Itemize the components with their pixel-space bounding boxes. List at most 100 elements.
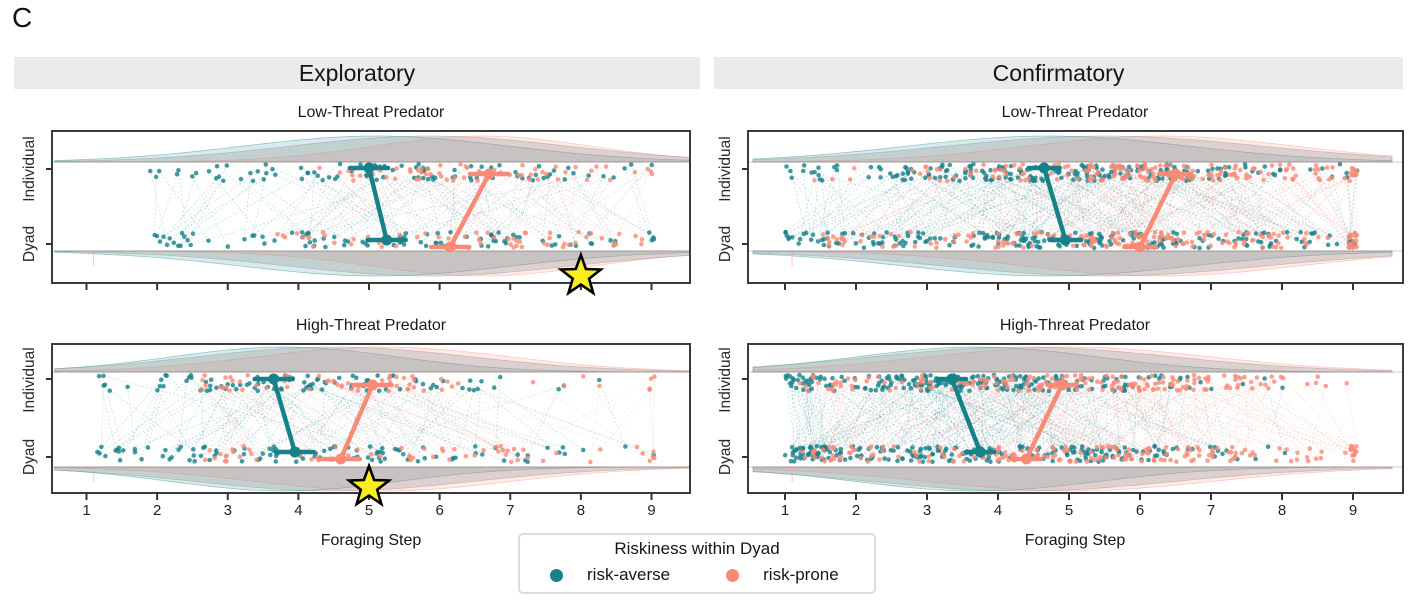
- pair-line: [1057, 170, 1140, 249]
- scatter-point: [601, 174, 606, 179]
- scatter-point: [573, 165, 578, 170]
- pair-line: [1023, 389, 1125, 458]
- scatter-point: [294, 231, 300, 236]
- pair-line: [841, 172, 972, 238]
- scatter-point: [423, 172, 429, 177]
- pair-line: [1109, 180, 1187, 242]
- pair-line: [992, 169, 1085, 239]
- scatter-point: [1084, 459, 1090, 464]
- pair-line: [821, 180, 828, 239]
- scatter-point: [1334, 241, 1340, 247]
- pair-line: [827, 179, 851, 239]
- pair-line: [181, 180, 224, 234]
- scatter-point: [1242, 239, 1247, 244]
- pair-line: [214, 384, 241, 456]
- scatter-point: [419, 170, 424, 175]
- scatter-point: [979, 168, 985, 174]
- scatter-point: [1169, 235, 1175, 241]
- pair-line: [302, 171, 411, 238]
- scatter-point: [1223, 232, 1229, 237]
- pair-line: [652, 376, 655, 458]
- half-violin-individual: [752, 346, 1393, 373]
- x-tick-label: 9: [647, 502, 656, 519]
- pair-line: [1237, 178, 1250, 234]
- scatter-point: [934, 240, 939, 245]
- pair-line: [859, 382, 932, 449]
- scatter-point: [1197, 235, 1202, 241]
- scatter-points: [782, 372, 1359, 465]
- x-tick-label: 8: [1277, 502, 1287, 519]
- scatter-point: [523, 230, 528, 236]
- scatter-point: [1145, 169, 1151, 175]
- pair-line: [998, 383, 1029, 448]
- pair-line: [538, 166, 654, 238]
- pair-line: [1106, 167, 1116, 247]
- pair-line: [1033, 167, 1043, 235]
- scatter-point: [1110, 230, 1116, 236]
- scatter-point: [875, 383, 881, 388]
- half-violin-individual: [752, 346, 1393, 373]
- pair-line: [942, 387, 1008, 455]
- scatter-point: [247, 447, 252, 453]
- scatter-point: [856, 447, 861, 453]
- pair-line: [230, 377, 241, 457]
- scatter-point: [271, 444, 277, 450]
- scatter-point: [952, 174, 957, 180]
- pair-line: [1154, 171, 1253, 243]
- scatter-point: [449, 384, 455, 389]
- scatter-point: [1180, 384, 1186, 390]
- scatter-point: [782, 452, 788, 458]
- x-tick-label: 2: [851, 502, 861, 519]
- pair-line: [1192, 175, 1356, 247]
- pair-line: [512, 174, 537, 236]
- pair-line: [1142, 168, 1262, 243]
- pair-line: [1019, 164, 1114, 235]
- scatter-point: [1038, 230, 1044, 235]
- scatter-point: [367, 444, 373, 449]
- pair-line: [1125, 387, 1238, 456]
- scatter-point: [952, 233, 958, 238]
- scatter-point: [912, 244, 917, 249]
- scatter-point: [839, 235, 844, 240]
- pair-line: [868, 387, 889, 449]
- scatter-point: [1337, 161, 1343, 167]
- pair-line: [1019, 376, 1056, 451]
- pair-line: [980, 387, 1101, 458]
- scatter-point: [496, 449, 501, 454]
- scatter-point: [1086, 387, 1092, 392]
- scatter-point: [468, 163, 474, 169]
- scatter-point: [307, 240, 313, 245]
- scatter-point: [791, 459, 797, 464]
- scatter-point: [1095, 379, 1100, 384]
- scatter-point: [905, 448, 910, 453]
- mean-point-dyad: [1020, 453, 1032, 465]
- scatter-point: [516, 172, 522, 178]
- mean-risk-averse: [935, 373, 997, 458]
- scatter-point: [298, 165, 304, 171]
- pair-line: [961, 387, 990, 449]
- scatter-point: [816, 172, 821, 178]
- plot-frame: [747, 130, 1404, 284]
- pair-line: [895, 172, 1059, 240]
- scatter-point: [995, 387, 1001, 393]
- scatter-point: [420, 175, 426, 181]
- pair-line: [490, 167, 593, 244]
- pair-line: [1052, 388, 1154, 448]
- scatter-point: [139, 456, 144, 462]
- scatter-point: [938, 174, 943, 180]
- scatter-point: [797, 372, 802, 378]
- scatter-point: [967, 173, 973, 178]
- scatter-point: [868, 444, 874, 449]
- pair-line: [821, 387, 859, 460]
- scatter-point: [651, 449, 656, 455]
- scatter-point: [1152, 443, 1157, 449]
- pair-line: [972, 177, 1163, 245]
- pair-line: [600, 389, 650, 450]
- pair-line: [994, 170, 1007, 243]
- pair-line: [1191, 178, 1284, 234]
- scatter-point: [322, 233, 328, 238]
- scatter-point: [293, 459, 299, 465]
- scatter-point: [536, 164, 542, 169]
- pair-line: [1008, 377, 1173, 461]
- pair-line: [866, 381, 930, 462]
